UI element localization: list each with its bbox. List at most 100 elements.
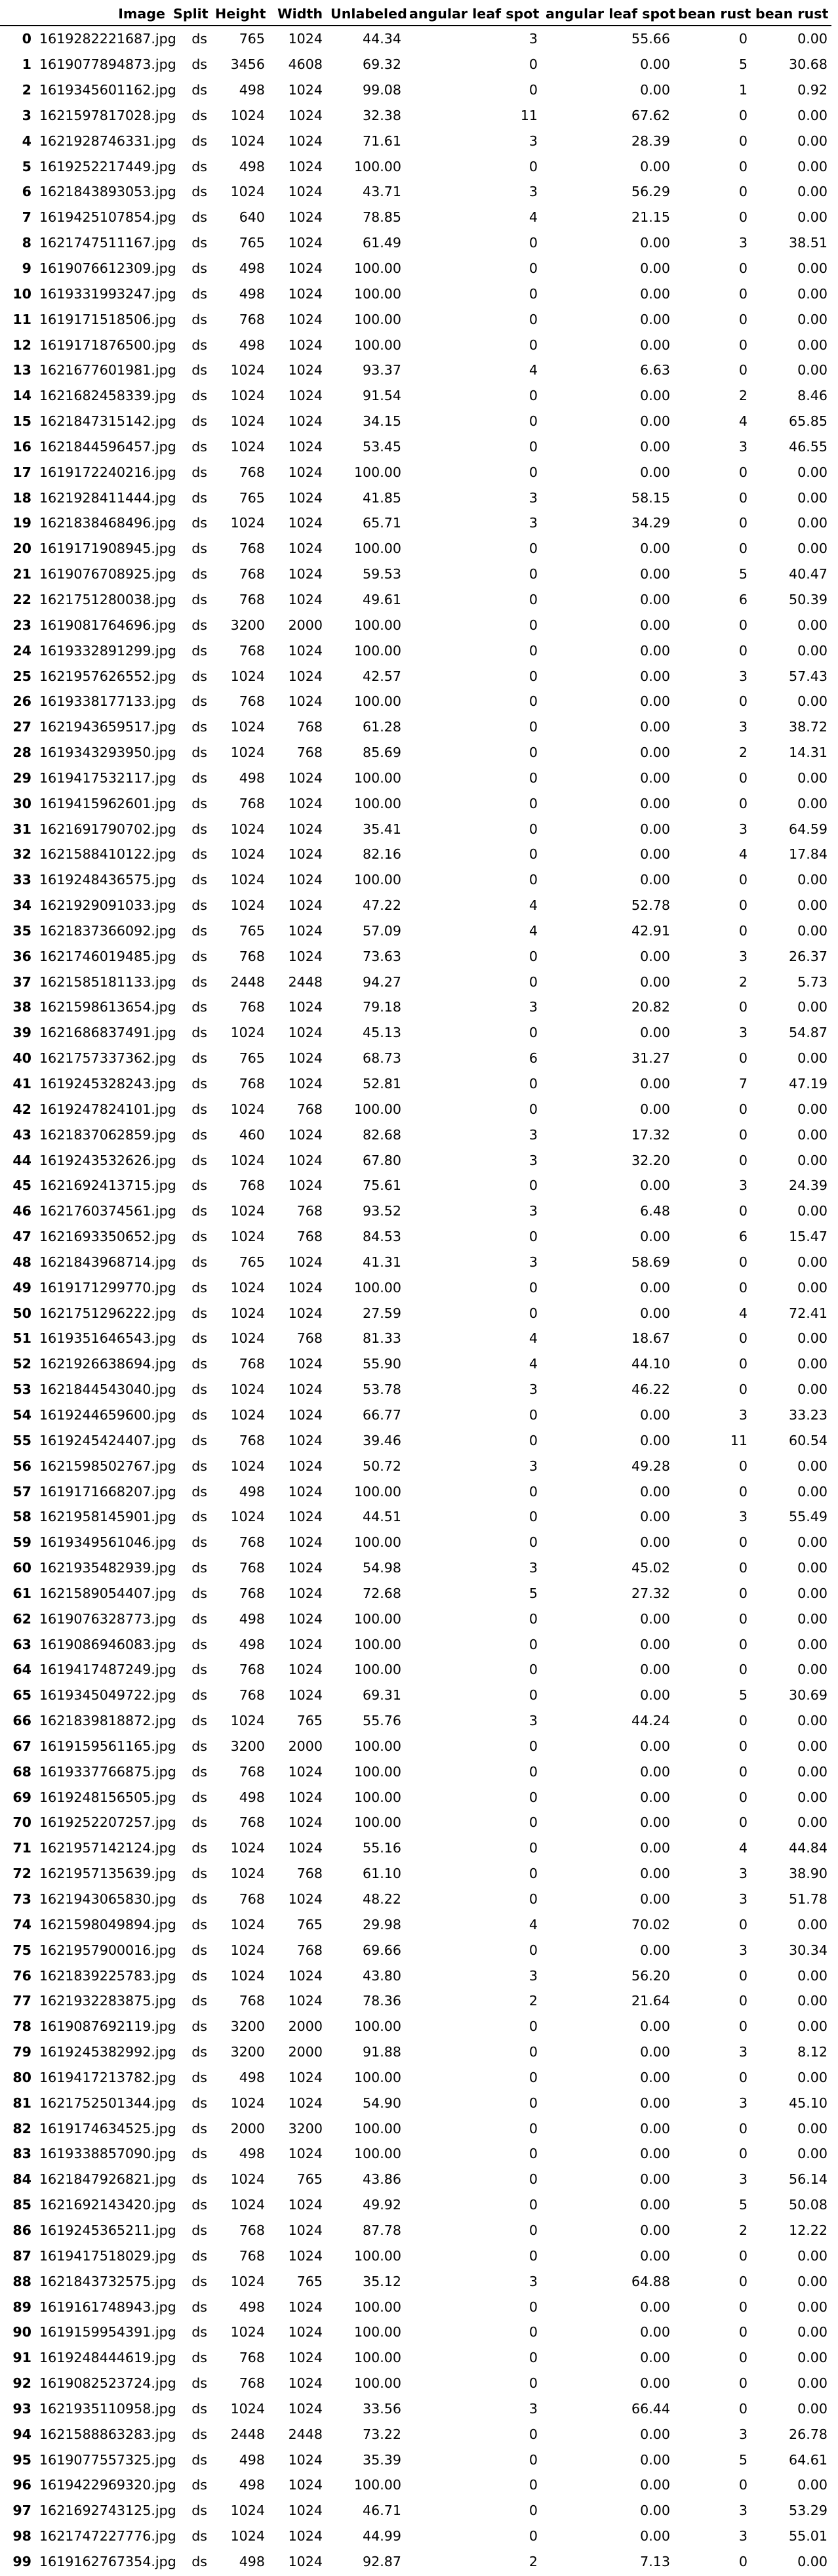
bean-rust-percent-cell: 57.43 [789,668,828,684]
unlabeled-cell: 75.61 [363,1177,401,1194]
angular-leaf-spot-count-header: angular leaf spot [405,3,542,26]
bean-rust-count-cell: 0 [738,31,748,47]
angular-leaf-spot-count-cell: 0 [529,719,538,735]
bean-rust-count-cell: 3 [738,235,748,251]
split-cell: ds [191,1432,207,1448]
angular-leaf-spot-percent-cell: 0.00 [640,2375,670,2392]
split-cell: ds [191,1330,207,1347]
row-index: 94 [12,2426,31,2442]
bean-rust-percent-cell: 17.84 [789,846,828,863]
image-cell: 1621692143420.jpg [39,2197,176,2213]
bean-rust-percent-cell: 26.78 [789,2426,828,2442]
row-index: 24 [12,642,31,659]
unlabeled-cell: 57.09 [363,922,401,939]
bean-rust-count-cell: 0 [738,642,748,659]
height-cell: 768 [239,1662,265,1678]
height-cell: 498 [239,2146,265,2162]
angular-leaf-spot-count-cell: 0 [529,617,538,633]
bean-rust-percent-cell: 0.00 [797,1330,828,1347]
unlabeled-cell: 27.59 [363,1305,401,1321]
width-cell: 768 [296,1203,323,1219]
angular-leaf-spot-count-cell: 0 [529,1076,538,1092]
index-header [0,3,35,26]
bean-rust-percent-cell: 0.00 [797,1789,828,1805]
angular-leaf-spot-count-cell: 0 [529,464,538,480]
split-cell: ds [191,2044,207,2060]
width-cell: 1024 [288,515,323,531]
angular-leaf-spot-count-cell: 4 [529,209,538,226]
bean-rust-percent-cell: 0.00 [797,515,828,531]
angular-leaf-spot-count-cell: 0 [529,1610,538,1627]
width-cell: 1024 [288,922,323,939]
height-cell: 768 [239,2375,265,2392]
image-cell: 1621598502767.jpg [39,1458,176,1474]
split-cell: ds [191,1713,207,1729]
split-cell: ds [191,1687,207,1704]
row-index: 80 [12,2069,31,2085]
bean-rust-percent-cell: 38.72 [789,719,828,735]
height-cell: 765 [239,1050,265,1067]
angular-leaf-spot-percent-cell: 0.00 [640,2324,670,2341]
angular-leaf-spot-percent-cell: 0.00 [640,438,670,455]
split-cell: ds [191,2426,207,2442]
split-cell: ds [191,285,207,302]
split-cell: ds [191,1814,207,1831]
angular-leaf-spot-percent-cell: 18.67 [631,1330,670,1347]
width-cell: 2000 [288,1738,323,1754]
row-index: 92 [12,2375,31,2392]
split-cell: ds [191,591,207,607]
bean-rust-count-cell: 5 [738,2197,748,2213]
row-index: 56 [12,1458,31,1474]
angular-leaf-spot-percent-cell: 0.00 [640,566,670,583]
unlabeled-cell: 46.71 [363,2503,401,2519]
angular-leaf-spot-count-cell: 0 [529,1866,538,1882]
bean-rust-percent-cell: 0.00 [797,1967,828,1984]
unlabeled-cell: 91.54 [363,388,401,404]
table-row: 6 1621843893053.jpg ds 1024 1024 43.71 3 56.29 0… [0,179,831,205]
angular-leaf-spot-count-cell: 0 [529,1942,538,1958]
split-cell: ds [191,1534,207,1551]
angular-leaf-spot-percent-cell: 0.00 [640,1610,670,1627]
table-row: 89 1619161748943.jpg ds 498 1024 100.00 0 0.00 0… [0,2294,831,2320]
image-cell: 1619247824101.jpg [39,1101,176,1117]
image-cell: 1619343293950.jpg [39,745,176,761]
bean-rust-count-cell: 0 [738,133,748,149]
width-cell: 1024 [288,1483,323,1500]
angular-leaf-spot-count-cell: 3 [529,1152,538,1168]
height-cell: 768 [239,566,265,583]
height-cell: 1024 [230,1229,265,1245]
image-cell: 1619349561046.jpg [39,1534,176,1551]
bean-rust-percent-cell: 8.12 [797,2044,828,2060]
row-index: 40 [12,1050,31,1067]
image-cell: 1619248444619.jpg [39,2350,176,2366]
bean-rust-percent-cell: 0.00 [797,107,828,123]
row-index: 30 [12,795,31,811]
height-cell: 768 [239,311,265,327]
bean-rust-percent-cell: 55.01 [789,2528,828,2545]
split-cell: ds [191,668,207,684]
angular-leaf-spot-count-cell: 0 [529,2299,538,2315]
width-cell: 1024 [288,362,323,378]
row-index: 39 [12,1025,31,1041]
split-cell: ds [191,1789,207,1805]
table-row: 18 1621928411444.jpg ds 765 1024 41.85 3 58.15 0… [0,485,831,510]
height-cell: 460 [239,1126,265,1143]
bean-rust-count-cell: 0 [738,1789,748,1805]
bean-rust-count-cell: 3 [738,1509,748,1525]
bean-rust-count-cell: 0 [738,1254,748,1270]
height-cell: 768 [239,591,265,607]
angular-leaf-spot-count-cell: 3 [529,999,538,1015]
row-index: 58 [12,1509,31,1525]
header-row: Image Split Height Width Unlabeled angular le… [0,3,831,26]
unlabeled-cell: 61.10 [363,1866,401,1882]
bean-rust-count-cell: 0 [738,1381,748,1398]
bean-rust-count-cell: 0 [738,1101,748,1117]
height-cell: 1024 [230,1305,265,1321]
height-cell: 1024 [230,2324,265,2341]
bean-rust-percent-cell: 0.00 [797,1713,828,1729]
height-cell: 1024 [230,821,265,837]
image-cell: 1619081764696.jpg [39,617,176,633]
table-row: 95 1619077557325.jpg ds 498 1024 35.39 0 0.00 5 6… [0,2447,831,2472]
table-row: 74 1621598049894.jpg ds 1024 765 29.98 4 70.02 0… [0,1912,831,1937]
split-cell: ds [191,2120,207,2136]
